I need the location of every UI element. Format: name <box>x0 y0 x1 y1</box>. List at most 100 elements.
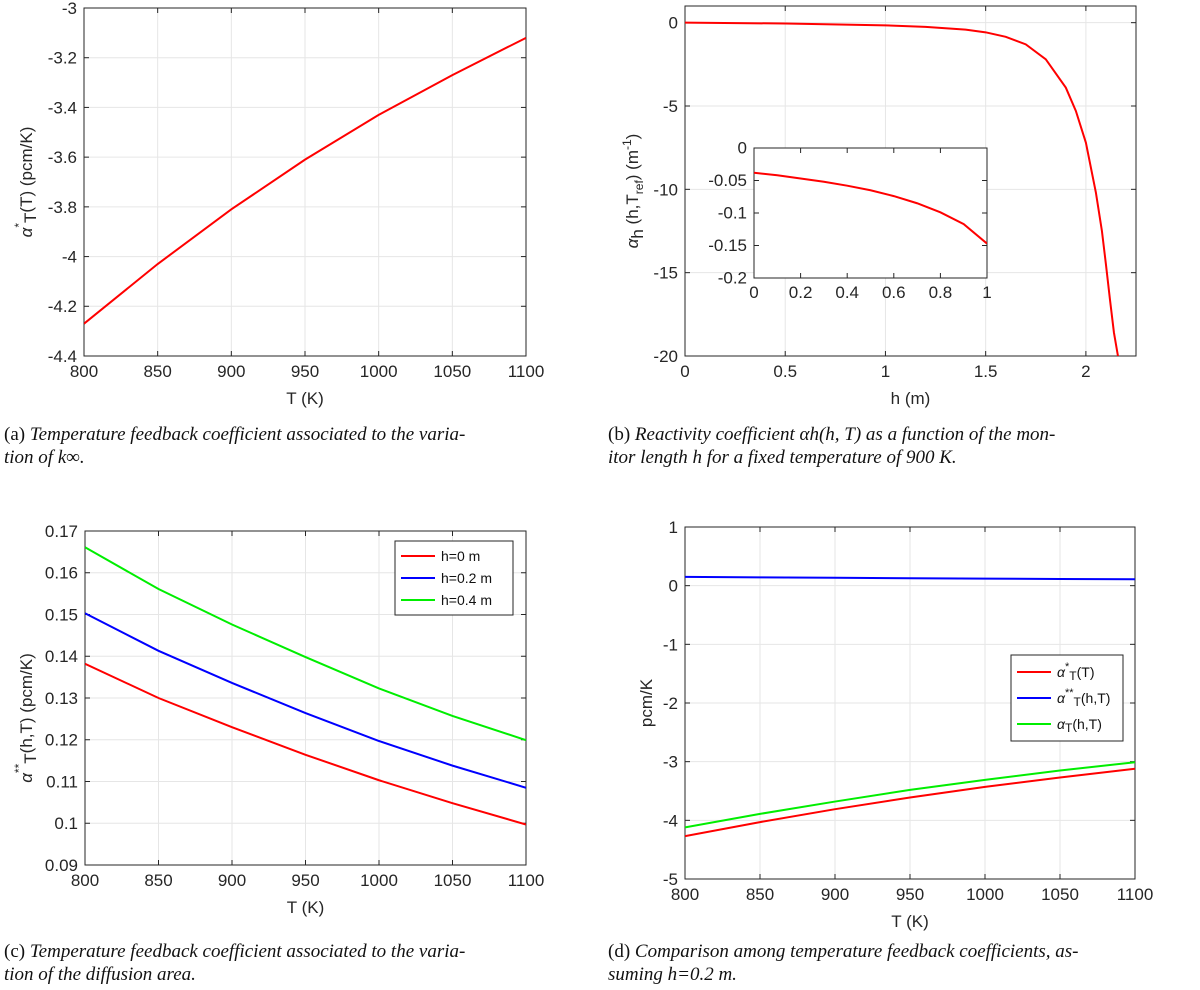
y-tick-label: 0.12 <box>45 731 78 750</box>
plot-frame <box>684 526 1136 880</box>
y-tick-label: 0.13 <box>45 689 78 708</box>
legend-label: α*T(T) <box>1057 661 1095 683</box>
y-tick-label: 0 <box>738 139 747 158</box>
x-tick-label: 800 <box>70 362 98 381</box>
x-tick-label: 1050 <box>433 362 471 381</box>
y-tick-label: -4 <box>62 248 77 267</box>
y-tick-label: -0.15 <box>708 236 747 255</box>
legend-label: h=0 m <box>441 548 480 564</box>
y-axis-label: αh (h,Tref) (m-1) <box>620 134 647 249</box>
caption-d: (d) Comparison among temperature feedbac… <box>608 940 1198 986</box>
x-tick-label: 1000 <box>966 885 1004 904</box>
x-tick-label: 1050 <box>1041 885 1079 904</box>
y-tick-label: 0.1 <box>54 814 78 833</box>
y-tick-label: -0.1 <box>718 204 747 223</box>
x-tick-label: 1 <box>881 362 890 381</box>
series-line-b-inset-0 <box>754 171 987 245</box>
x-tick-label: 0 <box>749 283 758 302</box>
y-axis-label: α**T(h,T) (pcm/K) <box>12 653 40 783</box>
panel-b: 0 0.5 1 1.5 2 -20 -15 -10 -5 0 h (m) αh (h,Tref) (m… <box>600 0 1200 440</box>
caption-d-label: (d) <box>608 941 631 962</box>
y-tick-label: -4 <box>663 811 678 830</box>
y-tick-label: -3.2 <box>48 49 77 68</box>
x-tick-label: 0.5 <box>773 362 797 381</box>
y-tick-label: -10 <box>653 180 678 199</box>
caption-a: (a) Temperature feedback coefficient ass… <box>4 423 594 469</box>
y-tick-label: -3.6 <box>48 148 77 167</box>
chart-b: 0 0.5 1 1.5 2 -20 -15 -10 -5 0 h (m) αh (h,Tref) (m… <box>620 5 1137 408</box>
axes-b-inset: 0 0.2 0.4 0.6 0.8 1 -0.2 -0.15 -0.1 -0.05 0 <box>708 139 991 302</box>
series-line-d-0 <box>685 767 1135 838</box>
legend: α*T(T) α**T(h,T) αT(h,T) <box>1010 654 1124 742</box>
x-tick-label: 1100 <box>508 362 545 381</box>
caption-b-line2: itor length h for a fixed temperature of… <box>608 447 957 468</box>
plot-frame <box>753 147 988 279</box>
caption-b: (b) Reactivity coefficient αh(h, T) as a… <box>608 423 1198 469</box>
y-tick-label: -4.4 <box>48 347 77 366</box>
caption-b-label: (b) <box>608 424 631 445</box>
axes-a: 800 850 900 950 1000 1050 1100 -4.4 -4.2 -4 -3.8 -3… <box>48 0 545 381</box>
y-tick-label: 0.14 <box>45 647 78 666</box>
caption-d-line1: Comparison among temperature feedback co… <box>634 941 1079 962</box>
series-line-c-1 <box>85 612 526 789</box>
caption-c-line1: Temperature feedback coefficient associa… <box>29 941 466 962</box>
plot-frame <box>83 7 527 357</box>
legend-label: h=0.4 m <box>441 592 492 608</box>
x-tick-label: 1100 <box>508 871 545 890</box>
y-tick-label: 0.11 <box>46 772 78 791</box>
x-tick-label: 900 <box>217 362 245 381</box>
y-tick-label: -2 <box>663 694 678 713</box>
legend-box <box>394 540 514 616</box>
series-line-c-2 <box>85 546 526 742</box>
y-tick-label: 0.17 <box>45 522 78 541</box>
y-tick-label: -5 <box>663 97 678 116</box>
y-tick-label: -4.2 <box>48 297 77 316</box>
x-tick-label: 900 <box>218 871 246 890</box>
x-axis-label: h (m) <box>891 389 931 408</box>
legend-label: α**T(h,T) <box>1057 687 1110 709</box>
x-tick-label: 1050 <box>434 871 472 890</box>
x-axis-label: T (K) <box>891 912 928 931</box>
caption-a-line1: Temperature feedback coefficient associa… <box>29 424 466 445</box>
x-tick-label: 850 <box>144 871 172 890</box>
x-axis-label: T (K) <box>287 898 324 917</box>
chart-a: 800 850 900 950 1000 1050 1100 -4.4 -4.2 -4 -3.8 -3… <box>12 0 545 408</box>
axes-d: 800 850 900 950 1000 1050 1100 -5 -4 -3 -2 -1 0 1 <box>663 518 1153 904</box>
series-line-d-2 <box>685 761 1135 829</box>
panel-c: 800 850 900 950 1000 1050 1100 0.09 0.1 0.11 0.12 0… <box>0 500 600 940</box>
caption-d-line2: suming h=0.2 m. <box>608 964 737 985</box>
y-tick-label: 0.16 <box>45 564 78 583</box>
plot-frame <box>84 530 527 866</box>
x-axis-label: T (K) <box>286 389 323 408</box>
plot-area <box>754 148 987 278</box>
y-tick-label: -20 <box>653 347 678 366</box>
x-tick-label: 0.8 <box>929 283 953 302</box>
y-tick-label: -0.05 <box>708 171 747 190</box>
x-tick-label: 950 <box>896 885 924 904</box>
y-tick-label: -3 <box>62 0 77 18</box>
x-tick-label: 0.4 <box>835 283 859 302</box>
y-tick-label: 0.09 <box>45 856 78 875</box>
x-tick-label: 0.2 <box>789 283 813 302</box>
caption-c-line2: tion of the diffusion area. <box>4 964 196 985</box>
panel-d: 800 850 900 950 1000 1050 1100 -5 -4 -3 -2 -1 0 1 T (K… <box>600 500 1200 940</box>
x-tick-label: 0 <box>680 362 689 381</box>
x-tick-label: 800 <box>71 871 99 890</box>
y-tick-label: -5 <box>663 870 678 889</box>
x-tick-label: 950 <box>291 871 319 890</box>
caption-a-label: (a) <box>4 424 26 445</box>
panel-a: 800 850 900 950 1000 1050 1100 -4.4 -4.2 -4 -3.8 -3… <box>0 0 600 440</box>
y-tick-label: -3.4 <box>48 98 77 117</box>
y-tick-label: -15 <box>653 264 678 283</box>
x-tick-label: 1 <box>982 283 991 302</box>
caption-c: (c) Temperature feedback coefficient ass… <box>4 940 594 986</box>
x-tick-label: 850 <box>143 362 171 381</box>
x-tick-label: 1100 <box>1117 885 1154 904</box>
y-tick-label: 0 <box>669 14 678 33</box>
x-tick-label: 850 <box>746 885 774 904</box>
y-tick-label: 1 <box>669 518 678 537</box>
x-tick-label: 900 <box>821 885 849 904</box>
legend-label: αT(h,T) <box>1057 716 1102 735</box>
series-line-a-0 <box>84 36 526 325</box>
legend: h=0 m h=0.2 m h=0.4 m <box>394 540 514 616</box>
